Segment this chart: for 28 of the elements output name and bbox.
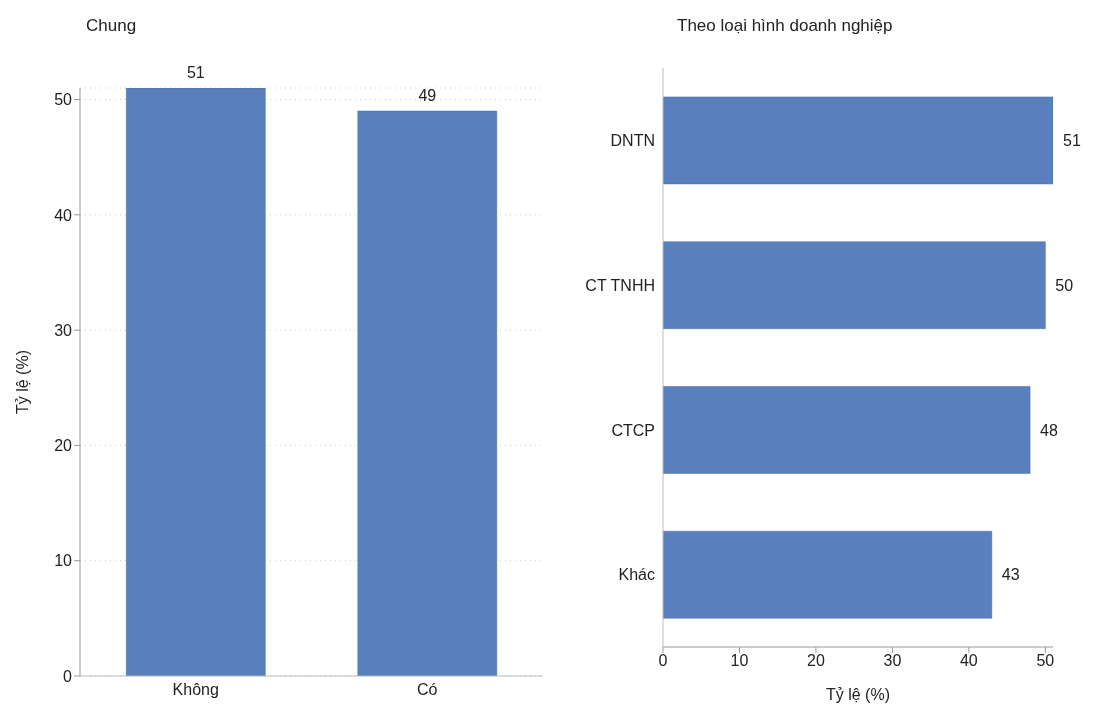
data-label: 49 — [418, 87, 437, 105]
x-tick-label: Có — [417, 681, 438, 699]
data-label: 51 — [1063, 132, 1081, 150]
y-tick-label: 10 — [54, 552, 73, 570]
y-tick-label: 0 — [63, 667, 73, 685]
x-tick-label: 20 — [807, 652, 825, 670]
y-tick-label: 40 — [54, 206, 73, 224]
x-tick-label: 0 — [658, 652, 668, 670]
chart-title: Theo loại hình doanh nghiệp — [676, 15, 894, 37]
y-tick-label: DNTN — [610, 132, 655, 150]
x-tick-label: 40 — [959, 652, 978, 670]
y-tick-label: CT TNHH — [585, 276, 655, 294]
x-axis-title: Tỷ lệ (%) — [826, 686, 890, 703]
data-label: 51 — [186, 64, 205, 81]
x-tick-label: 10 — [730, 652, 749, 670]
x-tick-label: 50 — [1036, 652, 1055, 670]
y-tick-label: 50 — [54, 91, 73, 109]
y-tick-label: Khác — [618, 566, 655, 584]
data-label: 43 — [1001, 566, 1020, 584]
y-tick-label: 20 — [54, 437, 73, 455]
y-axis-title: Tỷ lệ (%) — [13, 350, 31, 414]
x-tick-label: Không — [172, 681, 219, 699]
chart-title: Chung — [85, 15, 138, 37]
data-label: 50 — [1055, 276, 1074, 294]
y-tick-label: 30 — [54, 321, 73, 339]
y-tick-label: CTCP — [611, 421, 655, 439]
data-label: 48 — [1040, 421, 1058, 439]
x-tick-label: 30 — [883, 652, 902, 670]
